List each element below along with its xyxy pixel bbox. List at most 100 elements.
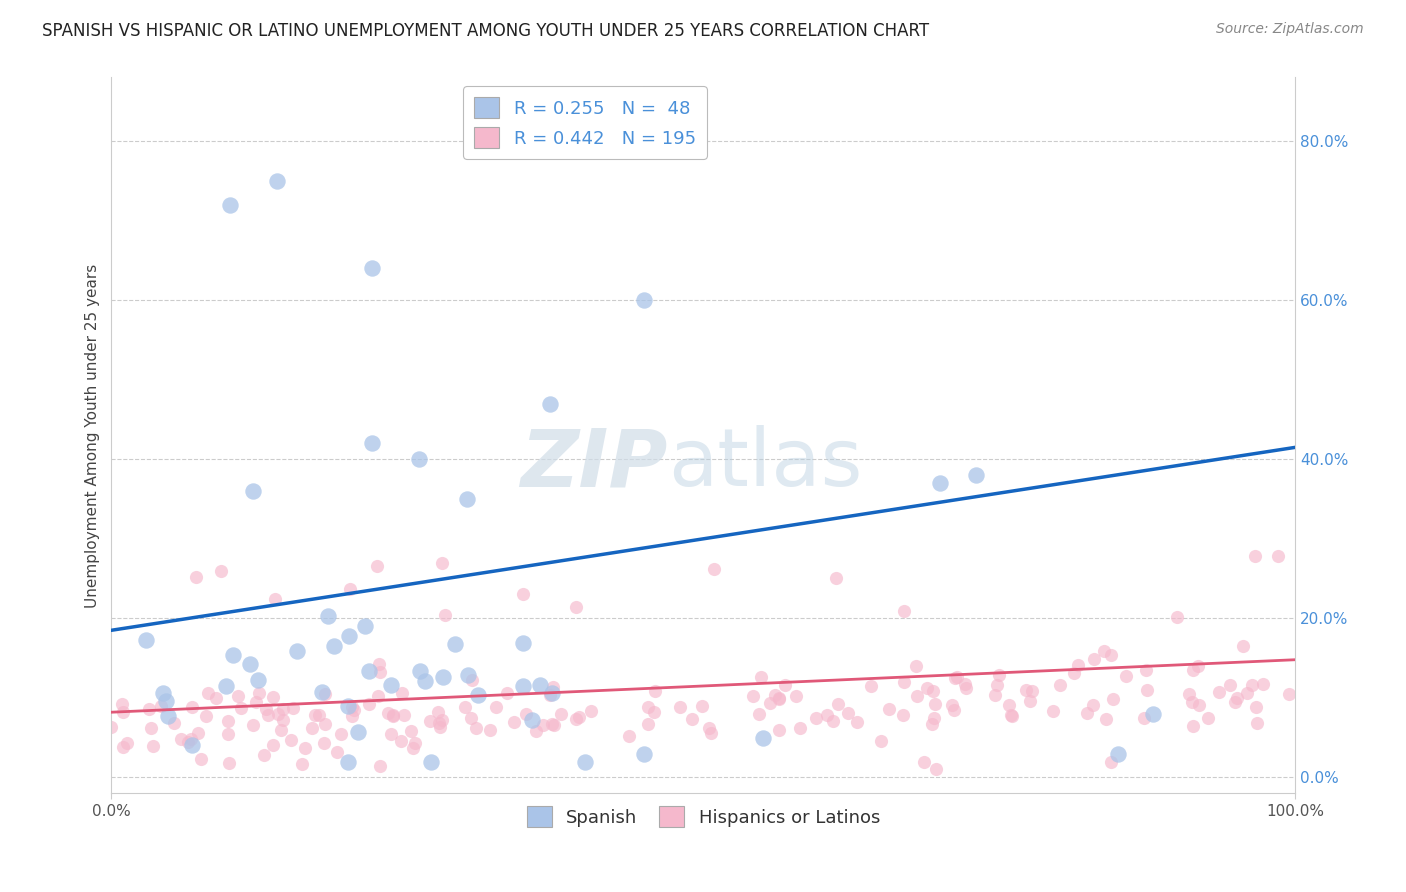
Point <box>413 673 436 688</box>
Point <box>368 759 391 773</box>
Point <box>827 697 849 711</box>
Point <box>1197 711 1219 725</box>
Point <box>367 690 389 704</box>
Point <box>768 723 790 737</box>
Point <box>893 675 915 690</box>
Point <box>314 687 336 701</box>
Point <box>1226 691 1249 706</box>
Point <box>1083 698 1105 713</box>
Point <box>271 702 294 716</box>
Point <box>217 727 239 741</box>
Point <box>700 725 723 739</box>
Point <box>574 755 596 769</box>
Point <box>242 484 264 499</box>
Point <box>368 665 391 680</box>
Point <box>337 699 360 714</box>
Point <box>401 740 423 755</box>
Point <box>637 699 659 714</box>
Point <box>430 556 453 570</box>
Point <box>457 668 479 682</box>
Point <box>326 745 349 759</box>
Point <box>496 685 519 699</box>
Point <box>512 679 534 693</box>
Point <box>925 763 948 777</box>
Point <box>1115 669 1137 683</box>
Point <box>337 629 360 643</box>
Point <box>965 468 987 483</box>
Point <box>381 709 404 723</box>
Point <box>668 699 690 714</box>
Point <box>456 491 478 506</box>
Point <box>806 711 828 725</box>
Point <box>1208 685 1230 699</box>
Point <box>541 680 564 694</box>
Point <box>141 721 163 735</box>
Point <box>550 706 572 721</box>
Point <box>915 681 938 695</box>
Point <box>267 707 290 722</box>
Point <box>1135 663 1157 677</box>
Point <box>347 725 370 739</box>
Point <box>821 714 844 728</box>
Point <box>681 712 703 726</box>
Point <box>215 680 238 694</box>
Point <box>1049 677 1071 691</box>
Point <box>538 689 561 703</box>
Point <box>433 608 456 623</box>
Point <box>943 703 966 717</box>
Point <box>218 756 240 771</box>
Point <box>1181 719 1204 733</box>
Point <box>427 705 450 719</box>
Point <box>420 755 443 769</box>
Point <box>404 735 426 749</box>
Point <box>245 695 267 709</box>
Point <box>541 717 564 731</box>
Point <box>543 717 565 731</box>
Point <box>877 702 900 716</box>
Point <box>314 736 336 750</box>
Point <box>283 701 305 715</box>
Point <box>643 705 665 719</box>
Point <box>359 697 381 711</box>
Point <box>339 582 361 596</box>
Point <box>257 708 280 723</box>
Point <box>314 717 336 731</box>
Point <box>644 684 666 698</box>
Point <box>1244 549 1267 563</box>
Point <box>353 618 375 632</box>
Point <box>1021 683 1043 698</box>
Point <box>238 657 260 671</box>
Point <box>815 707 838 722</box>
Point <box>366 559 388 574</box>
Point <box>209 564 232 578</box>
Point <box>254 701 277 715</box>
Point <box>1236 686 1258 700</box>
Point <box>825 571 848 585</box>
Point <box>149 698 172 713</box>
Point <box>633 293 655 308</box>
Point <box>432 670 454 684</box>
Point <box>304 707 326 722</box>
Point <box>749 670 772 684</box>
Point <box>1181 663 1204 677</box>
Point <box>1178 687 1201 701</box>
Point <box>246 673 269 687</box>
Point <box>205 691 228 706</box>
Point <box>921 717 943 731</box>
Point <box>163 715 186 730</box>
Point <box>194 709 217 723</box>
Point <box>262 738 284 752</box>
Point <box>180 732 202 747</box>
Point <box>180 700 202 714</box>
Point <box>301 721 323 735</box>
Point <box>222 648 245 662</box>
Point <box>391 686 413 700</box>
Point <box>633 747 655 761</box>
Point <box>253 747 276 762</box>
Point <box>170 732 193 747</box>
Point <box>1180 694 1202 708</box>
Y-axis label: Unemployment Among Youth under 25 years: Unemployment Among Youth under 25 years <box>86 263 100 607</box>
Point <box>409 664 432 678</box>
Point <box>789 721 811 735</box>
Point <box>763 689 786 703</box>
